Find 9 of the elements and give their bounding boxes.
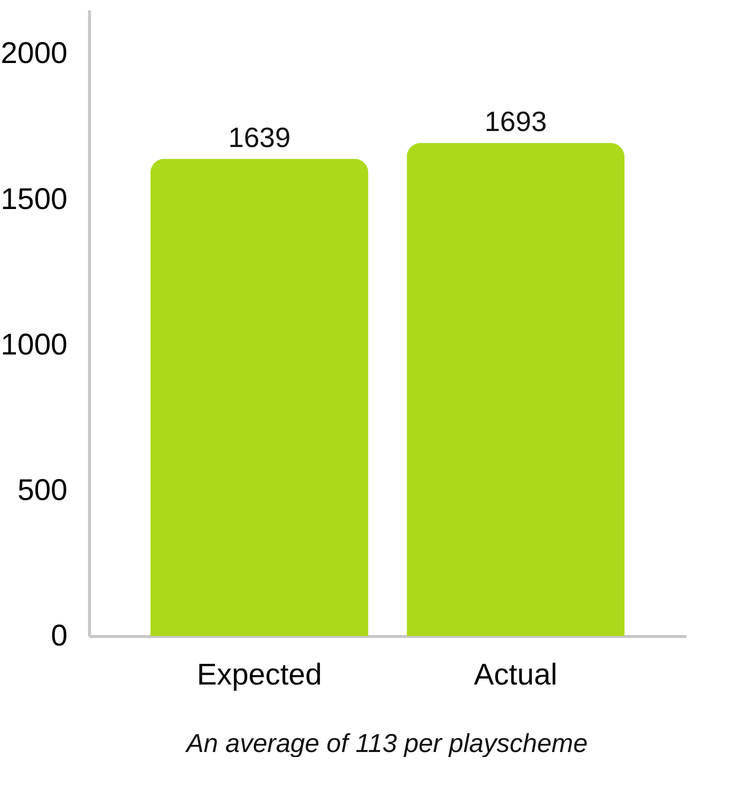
data-label: 1693 — [484, 106, 547, 138]
y-tick-label: 1000 — [0, 328, 68, 362]
y-tick-label: 1500 — [0, 182, 68, 216]
x-tick-label: Expected — [196, 658, 322, 692]
x-tick-label: Actual — [474, 658, 558, 692]
y-tick-label: 500 — [17, 474, 68, 507]
y-tick-label: 0 — [50, 620, 68, 652]
y-tick-label: 2000 — [0, 37, 68, 70]
data-label: 1639 — [228, 122, 291, 153]
